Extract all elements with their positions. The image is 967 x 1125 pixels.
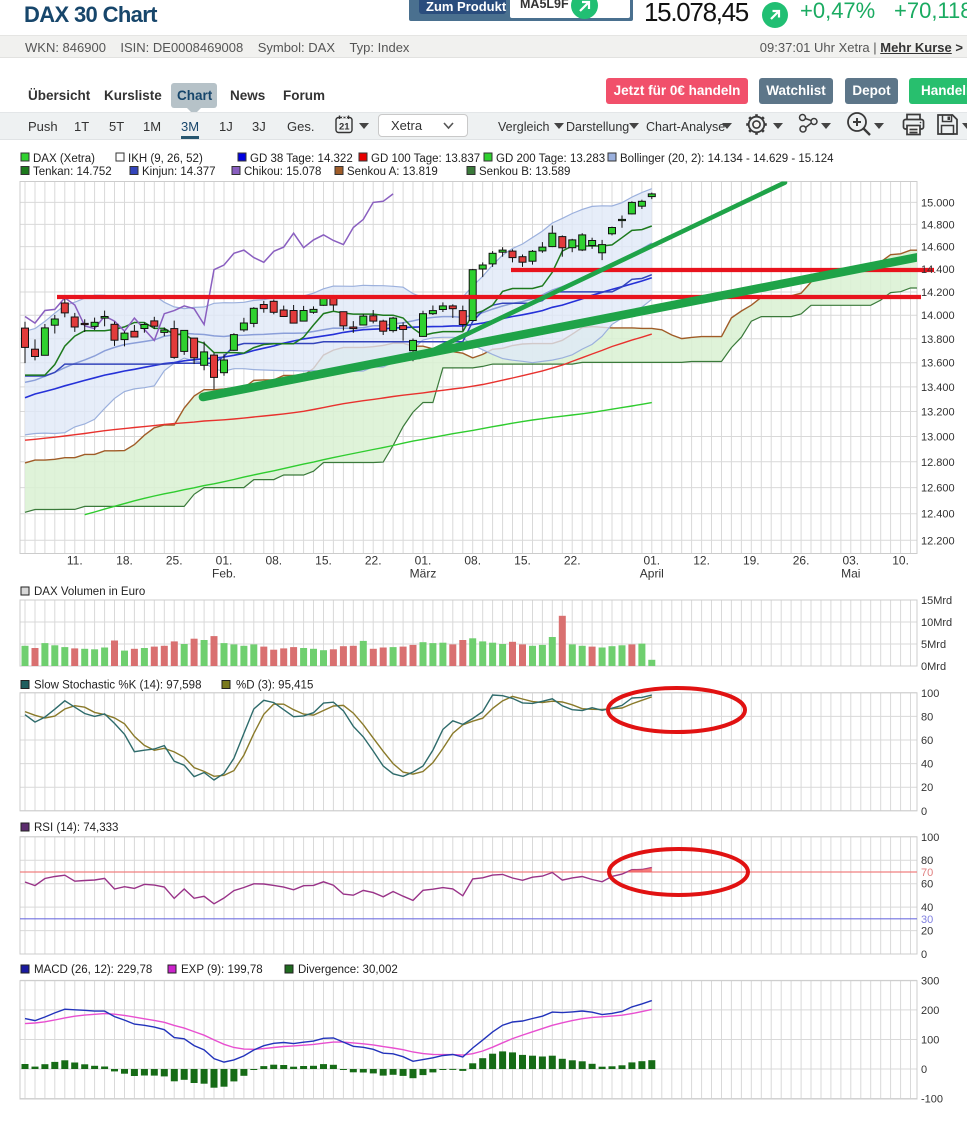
- svg-text:15.: 15.: [514, 554, 531, 568]
- svg-text:01.: 01.: [216, 554, 233, 568]
- svg-text:200: 200: [921, 1005, 939, 1017]
- svg-text:15.000: 15.000: [921, 197, 955, 209]
- svg-text:22.: 22.: [365, 554, 382, 568]
- svg-text:-100: -100: [921, 1094, 943, 1106]
- svg-text:30: 30: [921, 914, 933, 926]
- svg-text:14.800: 14.800: [921, 219, 955, 231]
- svg-text:13.000: 13.000: [921, 432, 955, 444]
- svg-text:300: 300: [921, 975, 939, 987]
- svg-text:0: 0: [921, 949, 927, 961]
- svg-text:100: 100: [921, 832, 939, 844]
- svg-text:13.200: 13.200: [921, 407, 955, 419]
- svg-text:0: 0: [921, 1064, 927, 1076]
- svg-text:12.400: 12.400: [921, 509, 955, 521]
- svg-text:14.600: 14.600: [921, 242, 955, 254]
- svg-text:19.: 19.: [743, 554, 760, 568]
- svg-text:25.: 25.: [166, 554, 183, 568]
- svg-text:Feb.: Feb.: [212, 567, 236, 581]
- svg-text:GD 200 Tage: 13.283: GD 200 Tage: 13.283: [496, 153, 605, 165]
- svg-text:14.200: 14.200: [921, 287, 955, 299]
- svg-text:Divergence: 30,002: Divergence: 30,002: [298, 964, 398, 976]
- svg-text:14.000: 14.000: [921, 310, 955, 322]
- svg-text:20: 20: [921, 782, 933, 794]
- svg-text:100: 100: [921, 1035, 939, 1047]
- svg-text:MACD (26, 12): 229,78: MACD (26, 12): 229,78: [34, 964, 152, 976]
- svg-text:Slow Stochastic %K (14): 97,59: Slow Stochastic %K (14): 97,598: [34, 680, 201, 692]
- svg-text:Chikou: 15.078: Chikou: 15.078: [244, 166, 321, 178]
- svg-text:DAX Volumen in Euro: DAX Volumen in Euro: [34, 586, 145, 598]
- svg-text:14.400: 14.400: [921, 264, 955, 276]
- svg-text:RSI (14): 74,333: RSI (14): 74,333: [34, 822, 118, 834]
- svg-text:12.: 12.: [693, 554, 710, 568]
- svg-text:Kinjun: 14.377: Kinjun: 14.377: [142, 166, 216, 178]
- svg-text:01.: 01.: [415, 554, 432, 568]
- svg-text:April: April: [640, 567, 664, 581]
- svg-text:Senkou B: 13.589: Senkou B: 13.589: [479, 166, 570, 178]
- svg-text:20: 20: [921, 926, 933, 938]
- svg-text:Mai: Mai: [841, 567, 860, 581]
- svg-text:08.: 08.: [265, 554, 282, 568]
- svg-text:18.: 18.: [116, 554, 133, 568]
- svg-text:März: März: [410, 567, 437, 581]
- svg-text:0: 0: [921, 806, 927, 818]
- svg-text:GD 100 Tage: 13.837: GD 100 Tage: 13.837: [371, 153, 480, 165]
- svg-text:12.800: 12.800: [921, 457, 955, 469]
- svg-text:0Mrd: 0Mrd: [921, 661, 946, 673]
- svg-text:70: 70: [921, 867, 933, 879]
- svg-text:60: 60: [921, 735, 933, 747]
- svg-text:26.: 26.: [793, 554, 810, 568]
- svg-text:Bollinger (20, 2): 14.134 - 14: Bollinger (20, 2): 14.134 - 14.629 - 15.…: [620, 153, 834, 165]
- svg-text:13.800: 13.800: [921, 334, 955, 346]
- svg-text:GD 38 Tage: 14.322: GD 38 Tage: 14.322: [250, 153, 353, 165]
- svg-text:EXP (9): 199,78: EXP (9): 199,78: [181, 964, 263, 976]
- svg-text:11.: 11.: [67, 554, 83, 568]
- svg-text:60: 60: [921, 879, 933, 891]
- svg-text:15Mrd: 15Mrd: [921, 595, 952, 607]
- svg-text:80: 80: [921, 855, 933, 867]
- svg-text:13.600: 13.600: [921, 358, 955, 370]
- svg-text:Tenkan: 14.752: Tenkan: 14.752: [33, 166, 112, 178]
- svg-text:03.: 03.: [842, 554, 859, 568]
- svg-text:100: 100: [921, 688, 939, 700]
- svg-text:40: 40: [921, 902, 933, 914]
- svg-text:12.200: 12.200: [921, 535, 955, 547]
- svg-text:40: 40: [921, 759, 933, 771]
- svg-text:IKH (9, 26, 52): IKH (9, 26, 52): [128, 153, 203, 165]
- svg-text:80: 80: [921, 711, 933, 723]
- svg-text:01.: 01.: [643, 554, 660, 568]
- svg-text:08.: 08.: [464, 554, 481, 568]
- svg-text:10Mrd: 10Mrd: [921, 617, 952, 629]
- svg-text:22.: 22.: [564, 554, 581, 568]
- svg-text:12.600: 12.600: [921, 483, 955, 495]
- svg-text:21: 21: [339, 122, 350, 133]
- svg-text:5Mrd: 5Mrd: [921, 639, 946, 651]
- svg-text:13.400: 13.400: [921, 382, 955, 394]
- svg-text:10.: 10.: [892, 554, 909, 568]
- svg-text:Senkou A: 13.819: Senkou A: 13.819: [347, 166, 438, 178]
- svg-text:%D (3): 95,415: %D (3): 95,415: [236, 680, 313, 692]
- svg-text:DAX (Xetra): DAX (Xetra): [33, 153, 95, 165]
- svg-text:15.: 15.: [315, 554, 332, 568]
